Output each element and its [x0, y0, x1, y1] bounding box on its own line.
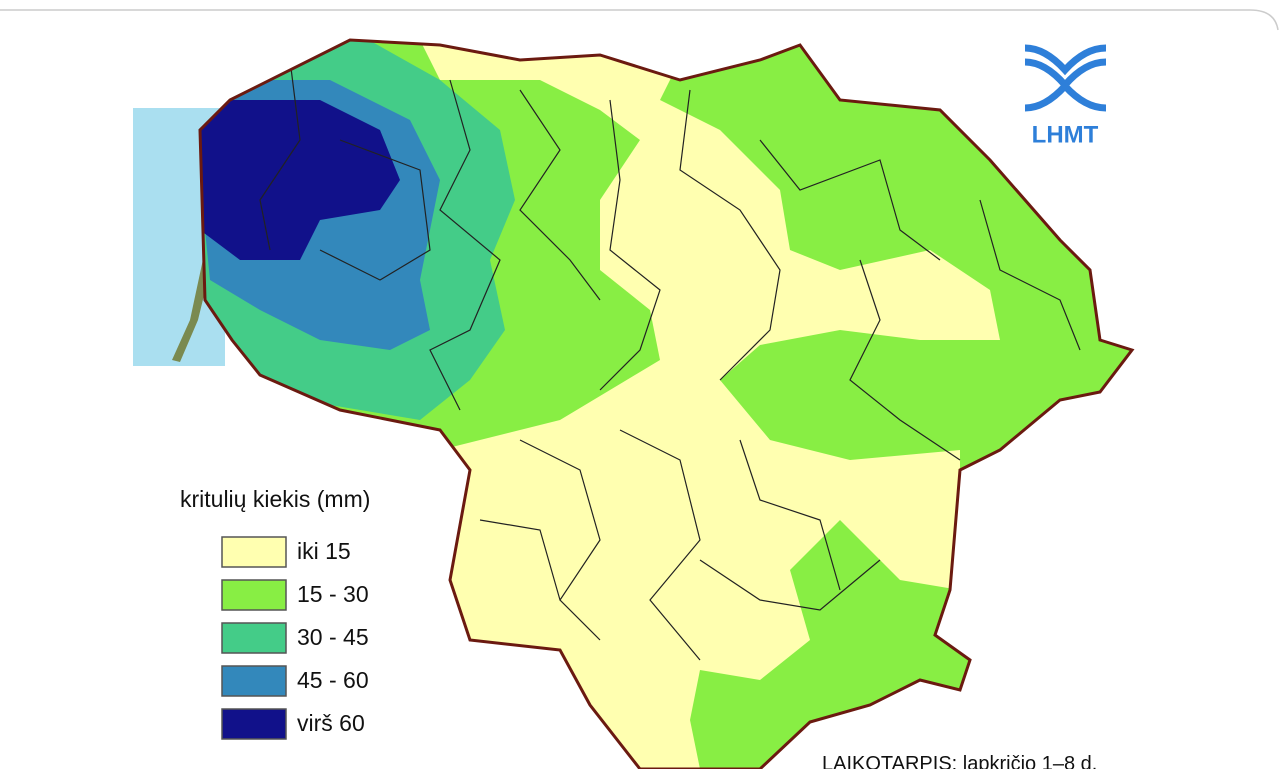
legend-label: 45 - 60 — [297, 667, 369, 693]
precip-zones — [200, 40, 1132, 769]
legend-swatch — [221, 536, 287, 568]
legend-swatch — [221, 665, 287, 697]
legend-label: 30 - 45 — [297, 624, 369, 650]
district-borders — [259, 59, 1081, 661]
legend-title: kritulių kiekis (mm) — [180, 486, 370, 512]
logo-mark — [1024, 44, 1107, 112]
card-edge — [0, 9, 1279, 31]
legend-label: virš 60 — [297, 710, 365, 736]
legend: iki 15 15 - 30 30 - 45 45 - 60 virš 60 — [221, 536, 369, 740]
legend-swatch — [221, 622, 287, 654]
legend-swatch — [221, 579, 287, 611]
legend-label: iki 15 — [297, 538, 351, 564]
legend-swatch — [221, 708, 287, 740]
zone-virs-60 — [200, 100, 400, 260]
legend-label: 15 - 30 — [297, 581, 369, 607]
period: LAIKOTARPIS: lapkričio 1–8 d. — [822, 753, 1097, 769]
zone-iki-15 — [420, 40, 1000, 769]
logo-text: LHMT — [1032, 121, 1099, 148]
country-border — [198, 38, 1135, 769]
